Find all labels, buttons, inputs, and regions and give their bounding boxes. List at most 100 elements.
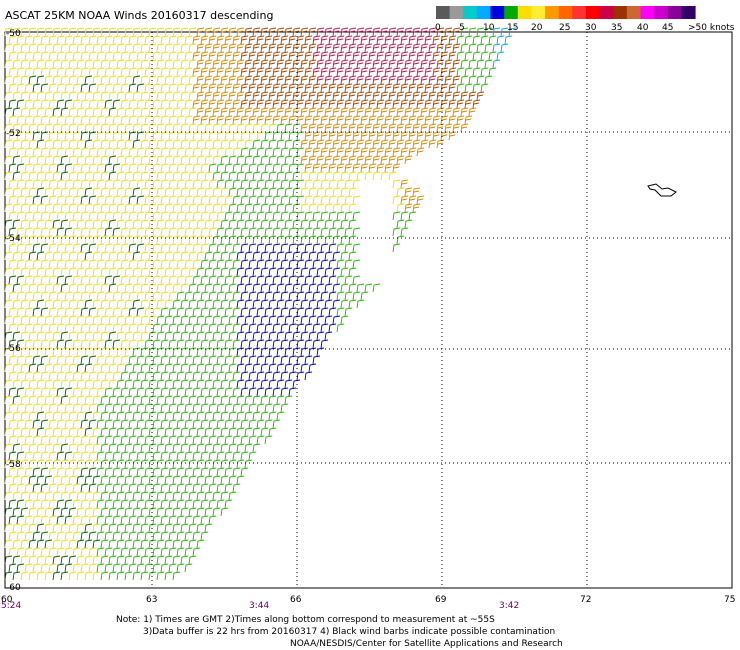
wind-barb xyxy=(444,123,453,133)
wind-barb xyxy=(412,59,421,69)
wind-barb xyxy=(60,491,69,501)
wind-barb xyxy=(96,451,105,461)
wind-barb xyxy=(60,347,69,357)
wind-barb xyxy=(284,379,293,389)
wind-barb xyxy=(48,131,57,141)
wind-barb xyxy=(176,67,185,77)
wind-barb xyxy=(200,403,209,413)
wind-barb xyxy=(156,459,165,469)
wind-barb xyxy=(160,339,169,349)
wind-barb xyxy=(176,499,185,509)
wind-barb xyxy=(32,291,41,301)
wind-barb xyxy=(152,163,161,173)
wind-barb xyxy=(104,131,113,141)
wind-barb xyxy=(260,299,269,309)
wind-barb xyxy=(168,147,177,157)
wind-barb xyxy=(324,331,333,341)
wind-barb xyxy=(376,115,385,125)
wind-barb xyxy=(188,203,197,213)
wind-barb xyxy=(72,227,81,237)
wind-barb xyxy=(328,51,337,61)
wind-barb xyxy=(40,451,49,461)
wind-barb xyxy=(20,27,29,37)
legend-label: 30 xyxy=(585,23,597,33)
wind-barb xyxy=(280,51,289,61)
wind-barb xyxy=(216,147,225,157)
wind-barb xyxy=(340,27,349,37)
wind-barb xyxy=(116,427,125,437)
wind-barb xyxy=(376,99,385,109)
wind-barb xyxy=(4,411,13,421)
wind-barb xyxy=(104,371,113,381)
wind-barb xyxy=(204,155,213,165)
wind-barb xyxy=(400,227,409,237)
wind-barb xyxy=(200,515,209,525)
wind-barb xyxy=(348,219,357,229)
wind-barb xyxy=(156,235,165,245)
wind-barb xyxy=(152,131,161,141)
wind-barb xyxy=(40,323,49,333)
wind-barb xyxy=(304,371,313,381)
wind-barb xyxy=(112,115,121,125)
wind-barb xyxy=(28,187,37,197)
wind-barb xyxy=(96,131,105,141)
wind-barb xyxy=(348,171,357,181)
wind-barb xyxy=(52,411,61,421)
wind-barb xyxy=(180,139,189,149)
wind-barb xyxy=(292,235,301,245)
wind-barb xyxy=(116,555,125,565)
wind-barb xyxy=(24,243,33,253)
wind-barb xyxy=(184,499,193,509)
wind-barb xyxy=(88,259,97,269)
wind-barb xyxy=(312,115,321,125)
wind-barb xyxy=(56,435,65,445)
wind-barb xyxy=(344,163,353,173)
wind-barb xyxy=(196,43,205,53)
wind-barb xyxy=(116,475,125,485)
wind-barb xyxy=(116,203,125,213)
wind-barb xyxy=(252,379,261,389)
wind-barb xyxy=(140,363,149,373)
wind-barb xyxy=(84,427,93,437)
wind-barb xyxy=(236,187,245,197)
wind-barb xyxy=(472,83,481,93)
wind-barb xyxy=(100,203,109,213)
wind-barb xyxy=(40,211,49,221)
wind-barb xyxy=(4,123,13,133)
wind-barb xyxy=(296,35,305,45)
wind-barb xyxy=(64,51,73,61)
wind-barb xyxy=(212,27,221,37)
wind-barb xyxy=(156,395,165,405)
wind-barb xyxy=(12,27,21,37)
wind-barb xyxy=(260,395,269,405)
wind-barb xyxy=(156,475,165,485)
wind-barb xyxy=(56,307,65,317)
wind-barb xyxy=(180,187,189,197)
wind-barb xyxy=(228,267,237,277)
wind-barb xyxy=(184,547,193,557)
wind-barb xyxy=(388,43,397,53)
wind-barb xyxy=(260,91,269,101)
wind-barb xyxy=(144,435,153,445)
wind-barb xyxy=(112,179,121,189)
wind-barb xyxy=(4,443,13,453)
wind-barb xyxy=(112,291,121,301)
wind-barb xyxy=(240,131,249,141)
wind-barb xyxy=(344,211,353,221)
wind-barb xyxy=(44,571,53,581)
wind-barb xyxy=(260,27,269,37)
wind-barb xyxy=(284,219,293,229)
wind-barb xyxy=(112,499,121,509)
wind-barb xyxy=(296,163,305,173)
wind-barb xyxy=(176,323,185,333)
wind-barb xyxy=(216,99,225,109)
wind-barb xyxy=(56,499,65,509)
wind-barb xyxy=(352,195,361,205)
wind-barb xyxy=(204,523,213,533)
wind-barb xyxy=(168,451,177,461)
wind-barb xyxy=(216,467,225,477)
wind-barb xyxy=(416,115,425,125)
wind-barb xyxy=(260,155,269,165)
wind-barb xyxy=(264,51,273,61)
wind-barb xyxy=(224,339,233,349)
